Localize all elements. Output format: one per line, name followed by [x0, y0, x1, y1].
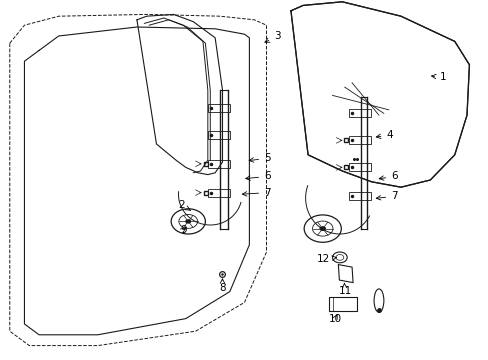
Text: 3: 3 [264, 31, 280, 42]
Text: 9: 9 [180, 225, 186, 235]
Bar [208, 104, 229, 112]
Text: 2: 2 [178, 200, 190, 210]
Text: 10: 10 [328, 314, 341, 324]
Text: 8: 8 [219, 279, 225, 293]
Text: 6: 6 [245, 171, 270, 181]
Circle shape [185, 219, 191, 224]
Text: 6: 6 [379, 171, 397, 181]
Text: 7: 7 [242, 188, 270, 198]
Text: 5: 5 [249, 153, 270, 163]
Bar [348, 192, 370, 200]
Text: 12: 12 [316, 254, 336, 264]
Polygon shape [290, 2, 468, 187]
Text: 1: 1 [431, 72, 446, 82]
Bar [208, 160, 229, 168]
Bar [208, 189, 229, 197]
Bar [348, 109, 370, 117]
Circle shape [319, 226, 325, 231]
Bar [348, 136, 370, 144]
Bar [348, 163, 370, 171]
Text: 4: 4 [376, 130, 392, 140]
Text: 11: 11 [338, 283, 351, 296]
Bar [208, 131, 229, 139]
Text: 7: 7 [376, 191, 397, 201]
